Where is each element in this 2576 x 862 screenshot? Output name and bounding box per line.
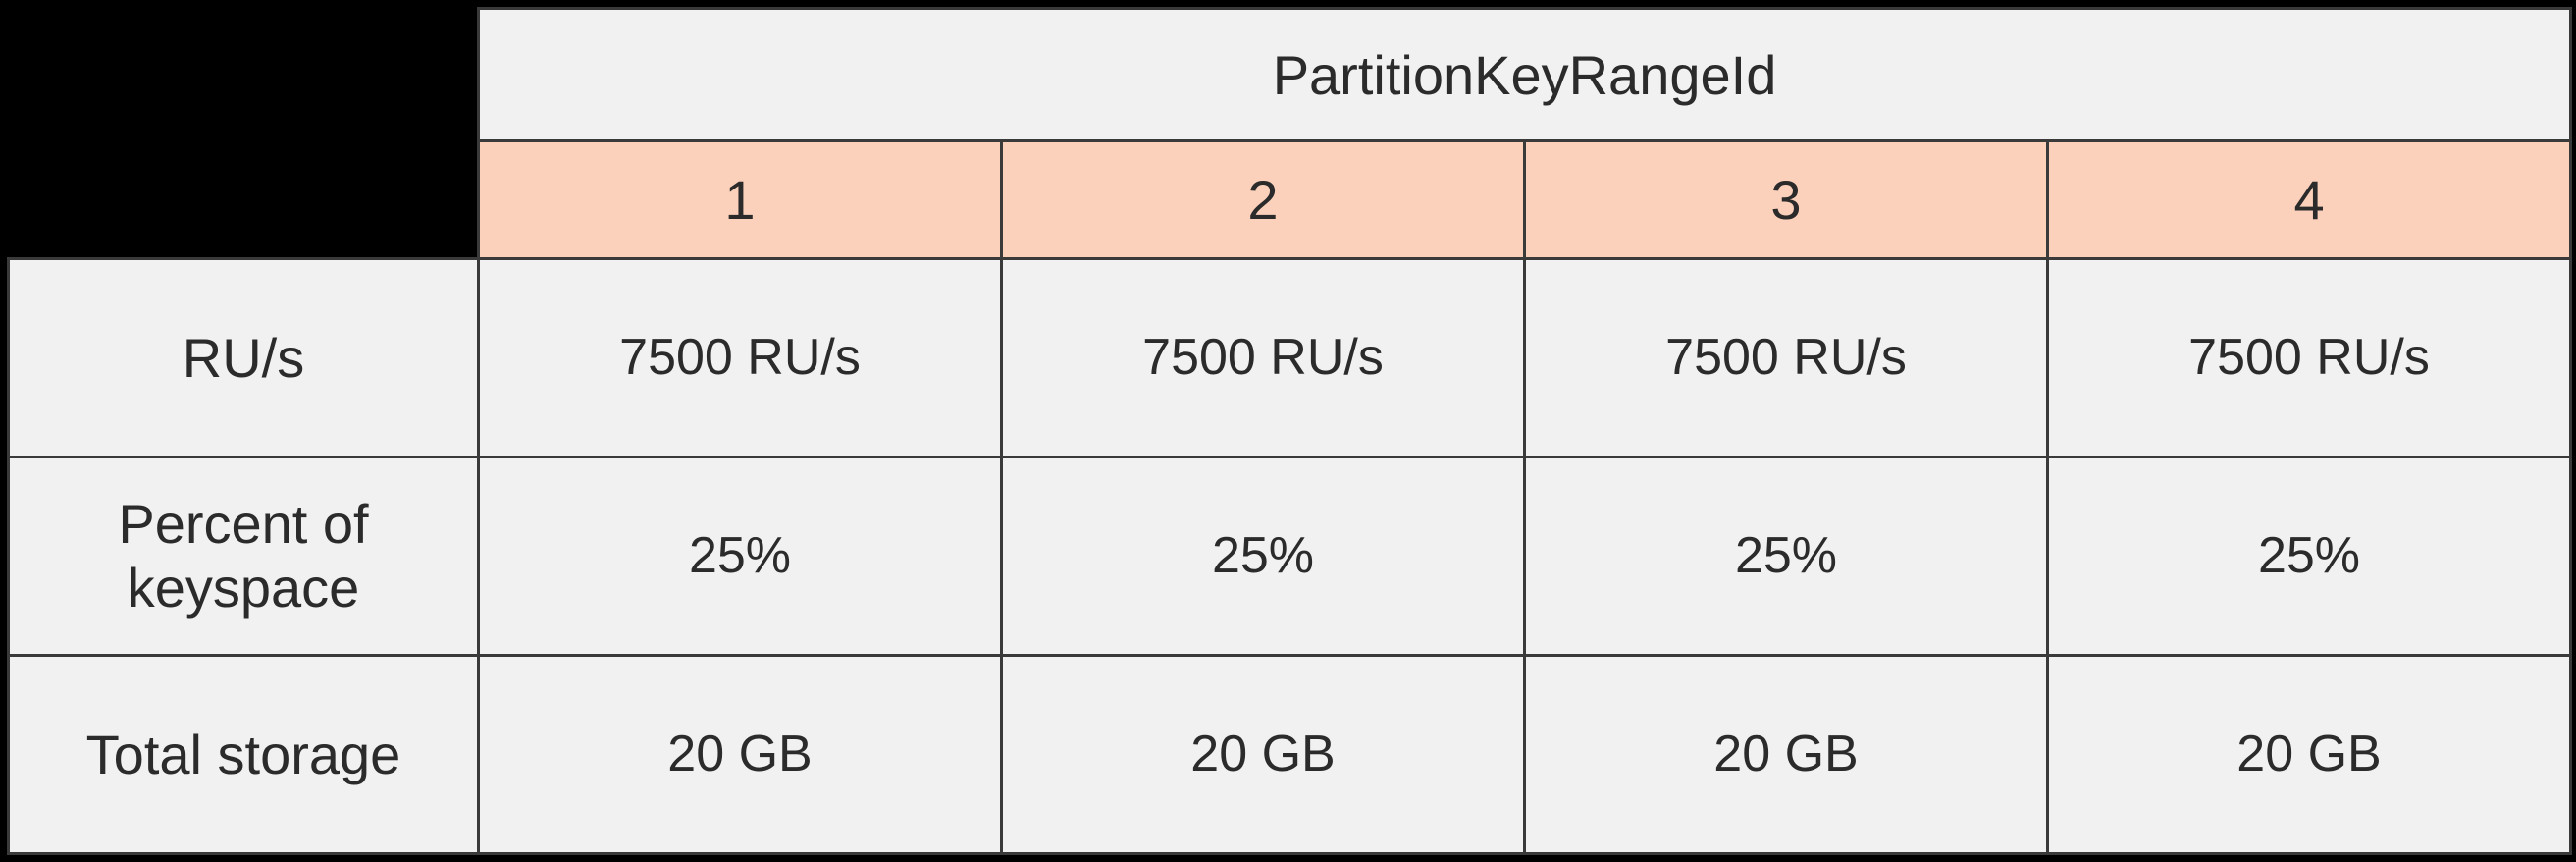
blank-corner-cell <box>9 9 479 259</box>
cell-rus-4: 7500 RU/s <box>2048 258 2571 457</box>
row-label-rus: RU/s <box>9 258 479 457</box>
partition-id-4: 4 <box>2048 141 2571 258</box>
row-label-storage: Total storage <box>9 655 479 853</box>
cell-storage-2: 20 GB <box>1002 655 1525 853</box>
row-label-keyspace: Percent of keyspace <box>9 457 479 655</box>
table-row-rus: RU/s 7500 RU/s 7500 RU/s 7500 RU/s 7500 … <box>9 258 2571 457</box>
table-row-keyspace: Percent of keyspace 25% 25% 25% 25% <box>9 457 2571 655</box>
partition-table: PartitionKeyRangeId 1 2 3 4 RU/s 7500 RU… <box>7 7 2572 855</box>
partition-id-2: 2 <box>1002 141 1525 258</box>
header-row-top: PartitionKeyRangeId <box>9 9 2571 141</box>
table-row-storage: Total storage 20 GB 20 GB 20 GB 20 GB <box>9 655 2571 853</box>
cell-storage-4: 20 GB <box>2048 655 2571 853</box>
cell-keyspace-3: 25% <box>1525 457 2048 655</box>
cell-storage-1: 20 GB <box>479 655 1002 853</box>
partition-id-3: 3 <box>1525 141 2048 258</box>
cell-rus-2: 7500 RU/s <box>1002 258 1525 457</box>
cell-keyspace-4: 25% <box>2048 457 2571 655</box>
cell-storage-3: 20 GB <box>1525 655 2048 853</box>
partition-header-title: PartitionKeyRangeId <box>479 9 2571 141</box>
partition-table-container: PartitionKeyRangeId 1 2 3 4 RU/s 7500 RU… <box>7 7 2569 855</box>
cell-rus-3: 7500 RU/s <box>1525 258 2048 457</box>
cell-keyspace-2: 25% <box>1002 457 1525 655</box>
cell-keyspace-1: 25% <box>479 457 1002 655</box>
cell-rus-1: 7500 RU/s <box>479 258 1002 457</box>
partition-id-1: 1 <box>479 141 1002 258</box>
